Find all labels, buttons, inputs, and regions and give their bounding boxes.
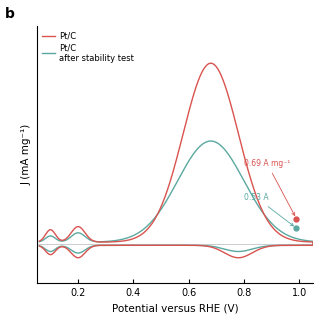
Legend: Pt/C, Pt/C
after stability test: Pt/C, Pt/C after stability test — [41, 30, 136, 64]
Text: b: b — [5, 7, 14, 21]
Text: 0.69 A mg⁻¹: 0.69 A mg⁻¹ — [244, 159, 295, 216]
Text: 0.53 A: 0.53 A — [244, 193, 293, 226]
Y-axis label: J (mA mg⁻¹): J (mA mg⁻¹) — [21, 124, 31, 185]
X-axis label: Potential versus RHE (V): Potential versus RHE (V) — [112, 303, 238, 313]
